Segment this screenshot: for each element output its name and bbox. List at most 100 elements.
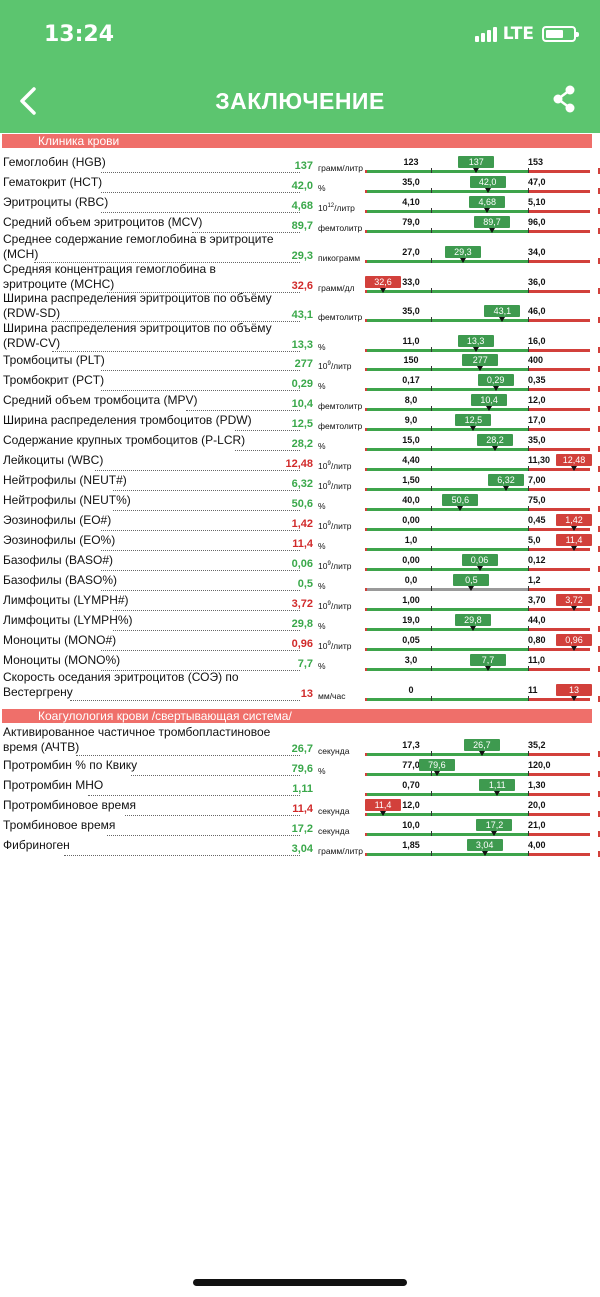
range-bar-low (365, 290, 367, 293)
result-value: 29,3 (291, 250, 313, 262)
result-row[interactable]: Лимфоциты (LYMPH%) 29,8% 19,0 44,0 29,8 (0, 610, 600, 632)
result-row[interactable]: Эритроциты (RBC) 4,68 1012/литр 4,10 5,10 4,6… (0, 192, 600, 214)
result-row[interactable]: Базофилы (BASO#) 0,06 109/литр 0,00 0,12 0,06 (0, 550, 600, 572)
result-row[interactable]: Лимфоциты (LYMPH#) 3,72 109/литр 1,00 3,70 3,… (0, 590, 600, 612)
range-bar-normal (367, 408, 528, 411)
result-row[interactable]: Ширина распределения эритроцитов по объё… (0, 291, 600, 323)
dotted-leader (76, 755, 300, 756)
range-bar-high (528, 290, 590, 293)
test-name: Тромбоциты (PLT) (3, 353, 105, 367)
value-marker (380, 288, 386, 293)
result-value: 3,72 (291, 598, 313, 610)
range-bar-low (365, 528, 367, 531)
share-button[interactable] (550, 84, 578, 114)
range-tick (528, 208, 529, 213)
test-name: Средняя концентрация гемоглобина в (3, 262, 216, 276)
result-badge: 26,7 (463, 739, 500, 751)
test-name: Средний объем эритроцитов (MCV) (3, 215, 203, 229)
range-tick (528, 526, 529, 531)
range-tick (431, 258, 432, 263)
range-bar-normal (367, 319, 528, 322)
result-row[interactable]: Средний объем эритроцитов (MCV) 89,7 фемто… (0, 212, 600, 234)
result-row[interactable]: Моноциты (MONO#) 0,96 109/литр 0,05 0,80 0,96 (0, 630, 600, 652)
result-row[interactable]: Среднее содержание гемоглобина в эритроц… (0, 232, 600, 264)
result-row[interactable]: Нейтрофилы (NEUT%) 50,6% 40,0 75,0 50,6 (0, 490, 600, 512)
range-bar-high (528, 170, 590, 173)
test-name: Лимфоциты (LYMPH#) (3, 593, 129, 607)
result-badge: 0,29 (477, 374, 514, 386)
result-row[interactable]: Содержание крупных тромбоцитов (P-LCR) 28… (0, 430, 600, 452)
result-row[interactable]: Средняя концентрация гемоглобина в эритро… (0, 262, 600, 294)
share-icon (553, 85, 575, 113)
dotted-leader (125, 815, 300, 816)
test-name: Протромбин МНО (3, 778, 104, 792)
result-badge: 29,3 (444, 246, 481, 258)
result-row[interactable]: Скорость оседания эритроцитов (СОЭ) по Ве… (0, 670, 600, 702)
result-row[interactable]: Протромбин % по Квику 79,6% 77,0 120,0 79,6 (0, 755, 600, 777)
result-row[interactable]: Гематокрит (HCT) 42,0% 35,0 47,0 42,0 (0, 172, 600, 194)
dotted-leader (186, 410, 300, 411)
back-button[interactable] (14, 84, 46, 118)
test-name: Средний объем тромбоцита (MPV) (3, 393, 198, 407)
result-row[interactable]: Протромбин МНО 1,11 0,70 1,30 1,11 (0, 775, 600, 797)
result-row[interactable]: Тромбокрит (PCT) 0,29% 0,17 0,35 0,29 (0, 370, 600, 392)
signal-icon (474, 26, 497, 42)
range-bar-high (528, 568, 590, 571)
result-row[interactable]: Лейкоциты (WBC) 12,48 109/литр 4,40 11,30 12,… (0, 450, 600, 472)
home-indicator[interactable] (193, 1279, 407, 1286)
result-unit: грамм/дл (318, 283, 355, 293)
range-tick (431, 168, 432, 173)
range-bar-low (365, 668, 367, 671)
range-bar-normal (367, 773, 528, 776)
dotted-leader (106, 292, 300, 293)
range-tick (431, 486, 432, 491)
result-value: 50,6 (291, 498, 313, 510)
range-end-mark (598, 426, 600, 432)
result-value: 7,7 (297, 658, 313, 670)
result-row[interactable]: Протромбиновое время 11,4 секунда 12,0 20,0 1… (0, 795, 600, 817)
range-high: 35,0 (528, 435, 546, 445)
result-value: 79,6 (291, 763, 313, 775)
result-row[interactable]: Эозинофилы (EO%) 11,4% 1,0 5,0 11,4 (0, 530, 600, 552)
range-end-mark (598, 696, 600, 702)
dotted-leader (100, 570, 300, 571)
result-row[interactable]: Ширина распределения тромбоцитов (PDW) 12… (0, 410, 600, 432)
result-row[interactable]: Средний объем тромбоцита (MPV) 10,4 фемтол… (0, 390, 600, 412)
range-high: 0,35 (528, 375, 546, 385)
range-low: 1,85 (402, 840, 420, 850)
value-marker (492, 386, 499, 391)
result-row[interactable]: Ширина распределения эритроцитов по объё… (0, 321, 600, 353)
result-value: 10,4 (291, 398, 313, 410)
range-end-mark (598, 831, 600, 837)
range-bar-normal (367, 793, 528, 796)
result-row[interactable]: Базофилы (BASO%) 0,5% 0,0 1,2 0,5 (0, 570, 600, 592)
range-bar-high (528, 319, 590, 322)
range-end-mark (598, 811, 600, 817)
result-value: 17,2 (291, 823, 313, 835)
value-marker (499, 317, 506, 322)
result-unit: грамм/литр (318, 846, 363, 856)
result-row[interactable]: Эозинофилы (EO#) 1,42 109/литр 0,00 0,45 1,42 (0, 510, 600, 532)
result-row[interactable]: Тромбоциты (PLT) 277 109/литр 150 400 277 (0, 350, 600, 372)
result-unit: грамм/литр (318, 163, 363, 173)
result-row[interactable]: Моноциты (MONO%) 7,7% 3,0 11,0 7,7 (0, 650, 600, 672)
range-end-mark (598, 751, 600, 757)
result-unit: 109/литр (318, 641, 352, 651)
result-row[interactable]: Гемоглобин (HGB) 137 грамм/литр 123 153 137 (0, 152, 600, 174)
result-row[interactable]: Нейтрофилы (NEUT#) 6,32 109/литр 1,50 7,00 6,… (0, 470, 600, 492)
result-value: 0,06 (291, 558, 313, 570)
result-row[interactable]: Фибриноген 3,04 грамм/литр 1,85 4,00 3,04 (0, 835, 600, 857)
result-row[interactable]: Тромбиновое время 17,2 секунда 10,0 21,0 17,2 (0, 815, 600, 837)
result-row[interactable]: Активированное частичное тромбопластинов… (0, 725, 600, 757)
range-tick (528, 446, 529, 451)
range-tick (431, 208, 432, 213)
result-badge: 3,72 (556, 594, 592, 606)
result-badge: 79,6 (418, 759, 455, 771)
range-end-mark (598, 258, 600, 264)
result-badge: 3,04 (466, 839, 503, 851)
range-high: 34,0 (528, 247, 546, 257)
result-badge: 32,6 (365, 276, 401, 288)
range-end-mark (598, 771, 600, 777)
dotted-leader (33, 262, 300, 263)
range-end-mark (598, 606, 600, 612)
